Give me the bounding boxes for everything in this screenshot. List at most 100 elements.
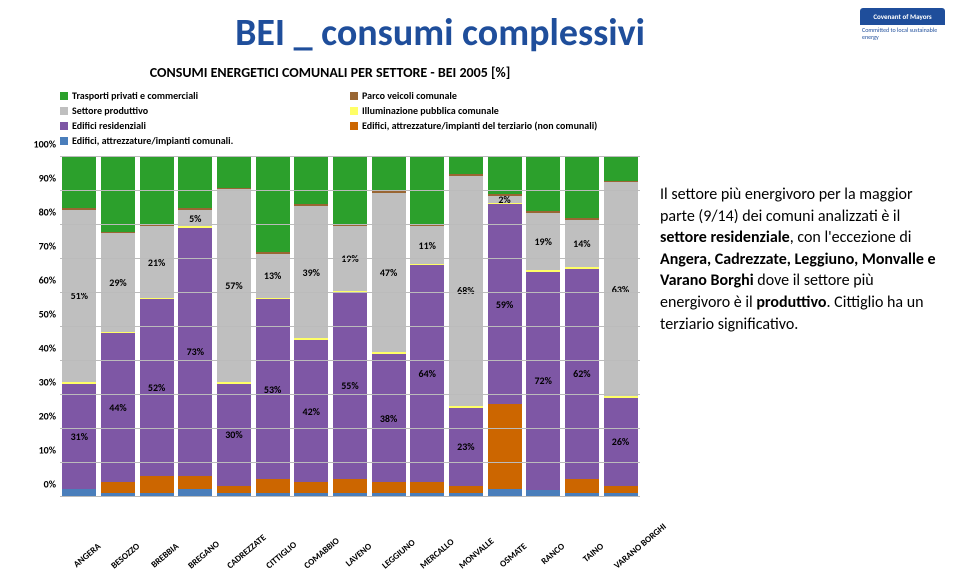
bar-segment [488,489,522,496]
legend-item: Edifici, attrezzature/impianti comunali. [60,134,350,147]
bar-segment: 68% [449,176,483,407]
bar-segment [178,157,212,208]
y-tick: 60% [24,274,56,287]
bar-segment: 39% [294,206,328,338]
bar-segment: 29% [101,233,135,331]
bar-chart: CONSUMI ENERGETICI COMUNALI PER SETTORE … [20,64,640,497]
bar-segment: 47% [372,193,406,352]
bar-segment [565,479,599,493]
bar-segment [140,476,174,493]
bar-value-label: 63% [612,283,629,296]
x-tick: BREGANO [186,541,219,571]
bar-segment [488,157,522,194]
bar-segment [256,157,290,252]
y-tick: 10% [24,444,56,457]
bar-segment [372,482,406,492]
bar-value-label: 44% [109,401,126,414]
legend-item: Settore produttivo [60,104,350,117]
bar-value-label: 5% [189,212,201,225]
bar-value-label: 19% [534,235,551,248]
bar-segment [294,482,328,492]
bar-segment: 14% [565,220,599,267]
bar-segment: 62% [565,269,599,479]
x-tick: OSMATE [496,541,529,571]
gridline [60,224,640,225]
bar-value-label: 62% [573,367,590,380]
bar-segment [256,479,290,493]
legend: Trasporti privati e commerciali Settore p… [20,89,640,149]
y-tick: 30% [24,376,56,389]
bar-segment: 21% [140,226,174,297]
bar-segment: 19% [526,213,560,271]
gridline [60,258,640,259]
bar-segment: 38% [372,354,406,483]
bar-segment [604,157,638,181]
y-tick: 20% [24,410,56,423]
bar-segment [565,157,599,218]
bar-segment [372,157,406,191]
x-tick: TAINO [573,541,606,571]
plot-area: 51%31%29%44%21%52%5%73%57%30%13%53%39%42… [60,157,640,497]
bar-value-label: 68% [457,284,474,297]
y-tick: 90% [24,172,56,185]
legend-item: Edifici residenziali [60,119,350,132]
gridline [60,326,640,327]
logo-sub: Committed to local sustainable energy [860,25,945,42]
x-tick: BREBBIA [148,541,181,571]
page-title: BEI _ consumi complessivi [0,10,940,56]
gridline [60,156,640,157]
bar-segment: 30% [217,384,251,486]
gridline [60,190,640,191]
gridline [60,496,640,497]
x-tick: LAVENO [341,541,374,571]
logo-title: Covenant of Mayors [860,8,945,25]
bar-value-label: 59% [496,298,513,311]
gridline [60,428,640,429]
legend-label: Trasporti privati e commerciali [72,89,198,102]
bar-segment: 57% [217,189,251,382]
bar-segment [604,486,638,493]
bar-segment [101,157,135,232]
bar-segment: 73% [178,228,212,475]
x-axis-labels: ANGERABESOZZOBREBBIABREGANOCADREZZATECIT… [60,541,640,552]
legend-label: Edifici, attrezzature/impianti del terzi… [362,119,597,132]
bar-value-label: 26% [612,435,629,448]
legend-swatch [60,137,68,145]
side-p2: , con l'eccezione di [790,228,912,247]
bar-value-label: 47% [380,266,397,279]
side-commentary: Il settore più energivoro per la maggior… [640,64,940,497]
side-p1: Il settore più energivoro per la maggior… [660,185,913,226]
covenant-logo: Covenant of Mayors Committed to local su… [860,8,945,42]
legend-swatch [60,92,68,100]
bar-segment [178,489,212,496]
x-tick: CADREZZATE [225,541,258,571]
bar-value-label: 11% [419,239,436,252]
side-b1: settore residenziale [660,228,790,247]
bar-segment: 51% [62,210,96,383]
bar-segment: 64% [410,265,444,482]
bar-segment [294,157,328,204]
gridline [60,292,640,293]
bar-segment [178,476,212,490]
bar-value-label: 57% [225,279,242,292]
legend-label: Illuminazione pubblica comunale [362,104,499,117]
legend-label: Parco veicoli comunale [362,89,457,102]
bar-value-label: 55% [341,379,358,392]
legend-swatch [350,92,358,100]
bar-value-label: 13% [264,269,281,282]
legend-label: Settore produttivo [72,104,148,117]
gridline [60,360,640,361]
bar-segment [526,157,560,211]
bar-segment [62,157,96,208]
bar-segment [333,479,367,493]
bar-value-label: 64% [419,367,436,380]
legend-swatch [350,122,358,130]
legend-item: Illuminazione pubblica comunale [350,104,640,117]
x-tick: ANGERA [70,541,103,571]
legend-label: Edifici residenziali [72,119,146,132]
side-b3: produttivo [756,293,826,312]
legend-item: Trasporti privati e commerciali [60,89,350,102]
y-tick: 100% [24,138,56,151]
x-tick: VARANO BORGHI [611,541,644,571]
bar-value-label: 52% [148,381,165,394]
